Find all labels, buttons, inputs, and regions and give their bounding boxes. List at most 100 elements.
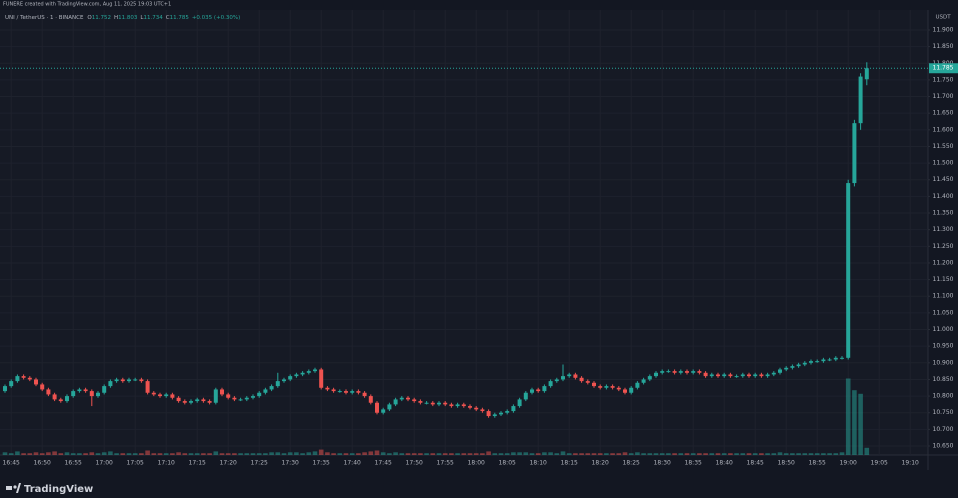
volume-bar [635, 452, 640, 455]
volume-bar [70, 453, 76, 455]
candle-body [120, 379, 125, 382]
volume-bar [461, 453, 467, 455]
candle-body [350, 391, 355, 393]
price-label: 11.785 [933, 65, 954, 72]
volume-bar [188, 453, 194, 455]
candle-body [846, 183, 851, 358]
x-tick-label: 17:30 [282, 460, 299, 467]
candle-body [27, 377, 32, 380]
x-tick-label: 17:10 [158, 460, 175, 467]
volume-bar [802, 453, 808, 455]
candle-body [83, 389, 88, 392]
candle-body [195, 399, 200, 402]
candle-body [288, 376, 293, 380]
candle-body [672, 371, 677, 373]
candle-body [375, 402, 379, 413]
candle-body [232, 397, 237, 400]
candle-body [381, 409, 386, 413]
y-tick-label: 10.750 [933, 409, 954, 416]
volume-bar [560, 451, 566, 455]
volume-bar [591, 453, 597, 455]
x-tick-label: 16:45 [3, 460, 20, 467]
candle-body [827, 359, 832, 361]
candle-body [802, 362, 807, 365]
y-tick-label: 11.450 [933, 176, 954, 183]
volume-bar [163, 453, 169, 455]
candle-body [740, 374, 745, 377]
candle-body [474, 407, 479, 410]
volume-bar [734, 453, 739, 455]
candle-body [852, 123, 857, 184]
volume-bar [628, 453, 634, 455]
volume-bar [492, 453, 498, 455]
volume-bar [132, 453, 138, 455]
ohlc-key: L [140, 15, 144, 21]
candle-body [300, 372, 305, 375]
candle-body [387, 404, 392, 410]
candle-body [455, 404, 460, 407]
volume-bar [201, 453, 206, 455]
x-tick-label: 17:05 [127, 460, 144, 467]
candle-body [424, 402, 429, 404]
volume-bar [566, 453, 572, 455]
x-tick-label: 18:55 [809, 460, 826, 467]
ohlc-key: O [87, 15, 92, 21]
volume-bar [641, 453, 646, 455]
volume-bar [622, 452, 628, 455]
candle-body [821, 359, 826, 362]
volume-bar [455, 453, 460, 455]
candle-body [716, 374, 720, 377]
y-tick-label: 10.950 [933, 343, 954, 350]
volume-bar [213, 451, 219, 455]
volume-bar [808, 453, 814, 455]
volume-bar [157, 453, 163, 455]
y-tick-label: 11.650 [933, 110, 954, 117]
candle-body [220, 389, 224, 395]
volume-bar [771, 453, 777, 455]
candle-body [430, 402, 435, 405]
volume-bar [46, 452, 51, 455]
x-tick-label: 19:00 [840, 460, 857, 467]
candle-body [34, 379, 38, 385]
candle-body [790, 366, 795, 368]
volume-bar [864, 447, 870, 455]
candle-body [114, 379, 119, 382]
candle-body [697, 371, 702, 373]
volume-bar [740, 453, 746, 455]
volume-bar [616, 453, 622, 455]
x-tick-label: 18:20 [592, 460, 609, 467]
y-tick-label: 10.850 [933, 376, 954, 383]
volume-bar [783, 453, 789, 455]
volume-bar [362, 452, 367, 455]
volume-bar [325, 452, 330, 455]
y-tick-label: 10.650 [933, 443, 954, 450]
candle-body [592, 382, 596, 387]
volume-bar [58, 453, 64, 455]
candle-body [269, 386, 274, 390]
candle-body [337, 391, 342, 393]
candle-body [356, 391, 361, 393]
candle-body [542, 386, 547, 392]
volume-bar [89, 452, 95, 455]
candle-body [133, 379, 138, 381]
logo-mark [16, 483, 21, 493]
candle-body [759, 374, 764, 377]
volume-bar [765, 453, 770, 455]
candle-body [809, 361, 813, 363]
y-tick-label: 11.350 [933, 210, 954, 217]
volume-bar [821, 453, 826, 455]
candle-body [15, 376, 20, 382]
volume-bar [139, 453, 144, 455]
volume-bar [523, 452, 529, 455]
volume-bar [256, 453, 262, 455]
candle-body [505, 411, 510, 413]
volume-bar [480, 453, 485, 455]
candle-body [654, 372, 658, 377]
candle-body [660, 371, 665, 373]
volume-bar [604, 453, 609, 455]
candle-body [765, 374, 770, 377]
x-tick-label: 17:15 [189, 460, 206, 467]
y-tick-label: 11.150 [933, 276, 954, 283]
y-tick-label: 11.050 [933, 309, 954, 316]
